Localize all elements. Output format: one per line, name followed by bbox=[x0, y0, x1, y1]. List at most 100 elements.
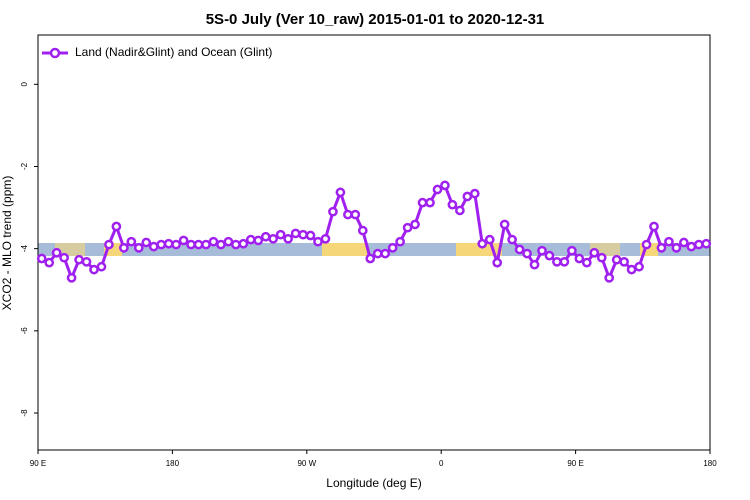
data-point bbox=[238, 238, 249, 249]
data-point bbox=[81, 256, 92, 267]
data-point bbox=[395, 236, 405, 247]
data-point bbox=[514, 244, 525, 255]
x-tick-label: 90 E bbox=[567, 459, 583, 468]
data-point bbox=[641, 239, 652, 250]
y-tick-label: -4 bbox=[20, 245, 29, 253]
data-point bbox=[298, 229, 308, 240]
data-point bbox=[604, 272, 615, 283]
data-point bbox=[275, 229, 286, 240]
data-point bbox=[664, 236, 674, 247]
y-tick-label: -2 bbox=[20, 162, 29, 170]
data-point bbox=[59, 252, 69, 263]
data-point bbox=[36, 253, 47, 264]
x-tick-label: 0 bbox=[439, 459, 444, 468]
data-point bbox=[693, 239, 704, 250]
data-point bbox=[701, 238, 712, 249]
data-point bbox=[432, 184, 443, 195]
data-point bbox=[671, 242, 682, 253]
data-point bbox=[51, 247, 62, 258]
x-tick-label: 180 bbox=[703, 459, 717, 468]
land-patch bbox=[322, 243, 367, 256]
data-point bbox=[552, 256, 562, 267]
data-point bbox=[679, 237, 689, 248]
data-point bbox=[544, 250, 555, 261]
data-point bbox=[484, 234, 495, 245]
data-point bbox=[581, 257, 592, 268]
data-point bbox=[111, 221, 122, 232]
data-point bbox=[89, 264, 99, 275]
data-point bbox=[343, 209, 353, 220]
data-point bbox=[492, 257, 503, 268]
data-point bbox=[380, 248, 391, 259]
data-point bbox=[686, 241, 697, 252]
data-point bbox=[365, 253, 376, 264]
data-point bbox=[462, 191, 473, 202]
series-line bbox=[41, 183, 707, 282]
x-tick-label: 90 W bbox=[297, 459, 316, 468]
y-tick-label: 0 bbox=[20, 82, 29, 87]
data-point bbox=[335, 187, 346, 198]
chart-title: 5S-0 July (Ver 10_raw) 2015-01-01 to 202… bbox=[206, 11, 545, 28]
data-point bbox=[119, 242, 129, 253]
y-axis-title: XCO2 - MLO trend (ppm) bbox=[0, 176, 14, 311]
data-point bbox=[208, 236, 219, 247]
data-point bbox=[626, 264, 637, 275]
land-patch bbox=[55, 243, 85, 256]
data-point bbox=[440, 180, 450, 191]
data-point bbox=[522, 248, 532, 259]
data-point bbox=[66, 272, 77, 283]
data-point bbox=[574, 253, 585, 264]
data-point bbox=[268, 233, 279, 244]
data-point bbox=[245, 234, 256, 245]
data-point bbox=[290, 228, 301, 239]
data-point bbox=[74, 254, 84, 265]
data-point bbox=[410, 219, 420, 230]
data-point bbox=[589, 247, 600, 258]
data-point bbox=[596, 252, 607, 263]
data-point bbox=[619, 256, 629, 267]
y-tick-label: -6 bbox=[20, 327, 29, 335]
data-point bbox=[141, 237, 152, 248]
data-point bbox=[357, 225, 368, 236]
legend-marker bbox=[49, 47, 61, 59]
data-point bbox=[104, 239, 114, 250]
data-point bbox=[193, 239, 204, 250]
data-point bbox=[186, 239, 196, 250]
data-point bbox=[634, 261, 644, 272]
data-point bbox=[469, 188, 480, 199]
data-point bbox=[656, 242, 667, 253]
data-point bbox=[231, 239, 241, 250]
data-point bbox=[499, 219, 510, 230]
x-tick-label: 90 E bbox=[30, 459, 46, 468]
x-tick-label: 180 bbox=[166, 459, 180, 468]
data-point bbox=[417, 197, 428, 208]
data-point bbox=[529, 259, 540, 270]
data-point bbox=[313, 236, 323, 247]
data-point bbox=[611, 254, 622, 265]
plot-frame bbox=[37, 34, 711, 451]
data-point bbox=[163, 238, 174, 249]
data-point bbox=[223, 236, 234, 247]
data-point bbox=[171, 239, 181, 250]
data-point bbox=[201, 239, 211, 250]
data-point bbox=[253, 235, 264, 246]
data-point bbox=[133, 242, 144, 253]
data-point bbox=[350, 209, 361, 220]
data-point bbox=[455, 205, 465, 216]
data-point bbox=[425, 197, 435, 208]
data-point bbox=[216, 239, 226, 250]
data-point bbox=[447, 199, 458, 210]
legend-label: Land (Nadir&Glint) and Ocean (Glint) bbox=[75, 45, 272, 59]
data-point bbox=[372, 248, 383, 259]
data-point bbox=[507, 234, 517, 245]
data-point bbox=[44, 257, 55, 268]
data-point bbox=[567, 245, 577, 256]
data-point bbox=[320, 233, 331, 244]
data-point bbox=[477, 238, 488, 249]
data-point bbox=[387, 242, 398, 253]
data-point bbox=[126, 236, 137, 247]
data-point bbox=[649, 221, 659, 232]
data-point bbox=[260, 231, 271, 242]
data-point bbox=[537, 245, 547, 256]
